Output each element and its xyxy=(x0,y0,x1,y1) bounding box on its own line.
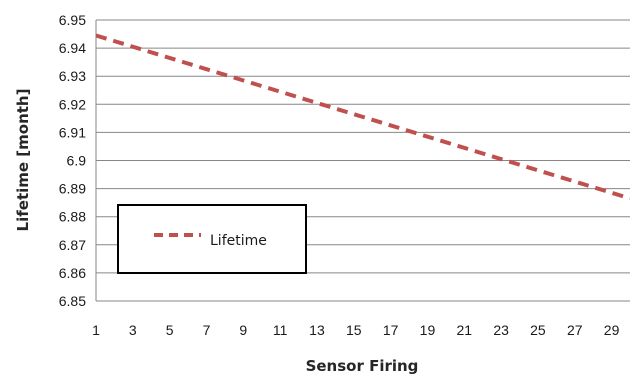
y-tick-label: 6.93 xyxy=(59,68,86,84)
y-tick-label: 6.91 xyxy=(59,124,86,140)
x-tick-label: 5 xyxy=(166,322,174,338)
x-tick-label: 21 xyxy=(456,322,472,338)
legend-box xyxy=(117,204,307,274)
x-tick-label: 17 xyxy=(383,322,399,338)
y-tick-label: 6.85 xyxy=(59,293,86,309)
series-line-lifetime xyxy=(95,33,630,201)
y-tick-label: 6.88 xyxy=(59,209,86,225)
y-tick-label: 6.89 xyxy=(59,181,86,197)
y-axis-title: Lifetime [month] xyxy=(14,89,32,232)
x-tick-label: 27 xyxy=(567,322,583,338)
legend: Lifetime xyxy=(117,204,307,274)
x-tick-label: 25 xyxy=(530,322,546,338)
x-tick-label: 1 xyxy=(92,322,100,338)
x-tick-label: 11 xyxy=(273,322,288,338)
x-tick-label: 15 xyxy=(346,322,362,338)
x-tick-label: 23 xyxy=(493,322,509,338)
series-group xyxy=(95,33,630,201)
grid-lines xyxy=(96,19,630,274)
y-tick-label: 6.92 xyxy=(59,96,86,112)
x-tick-label: 19 xyxy=(420,322,436,338)
x-tick-label: 13 xyxy=(309,322,325,338)
x-tick-label: 9 xyxy=(239,322,247,338)
legend-label: Lifetime xyxy=(210,233,267,249)
y-tick-label: 6.9 xyxy=(67,153,87,169)
x-tick-labels: 1 3 5 7 9 11 13 15 17 19 21 23 25 27 29 xyxy=(92,322,619,338)
x-tick-label: 7 xyxy=(203,322,211,338)
y-tick-label: 6.87 xyxy=(59,237,86,253)
y-tick-label: 6.94 xyxy=(59,40,86,56)
y-tick-label: 6.95 xyxy=(59,12,86,28)
x-axis-title: Sensor Firing xyxy=(306,357,419,375)
y-tick-labels: 6.95 6.94 6.93 6.92 6.91 6.9 6.89 6.88 6.87 6.86 6… xyxy=(59,12,86,309)
x-tick-label: 29 xyxy=(604,322,620,338)
x-tick-label: 3 xyxy=(129,322,137,338)
y-tick-label: 6.86 xyxy=(59,265,86,281)
